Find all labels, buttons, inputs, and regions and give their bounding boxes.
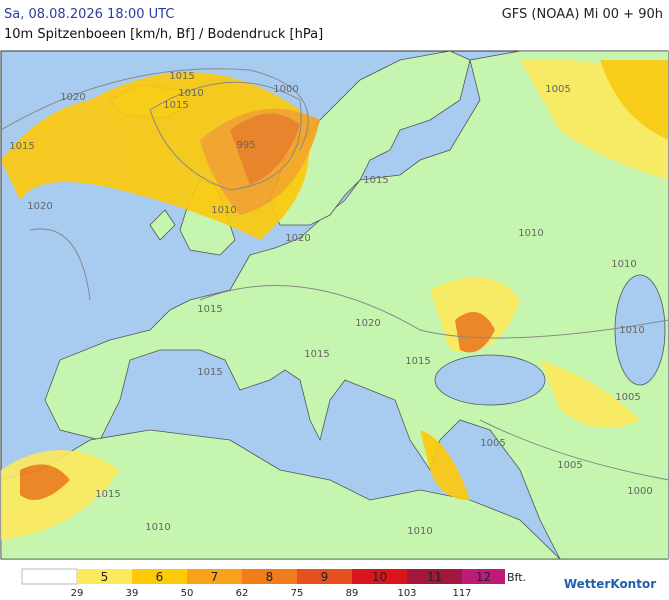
legend-swatch <box>77 569 132 584</box>
isobar-label: 1015 <box>169 71 194 82</box>
legend-swatch <box>297 569 352 584</box>
legend-threshold: 62 <box>236 588 249 599</box>
isobar-label: 1015 <box>304 349 329 360</box>
legend-class: 11 <box>427 570 442 584</box>
isobar-label: 1020 <box>27 201 52 212</box>
isobar-label: 1020 <box>285 233 310 244</box>
isobar-label: 995 <box>236 140 255 151</box>
legend-class: 10 <box>372 570 387 584</box>
isobar-label: 1015 <box>95 489 120 500</box>
isobar-label: 1015 <box>163 100 188 111</box>
legend-swatch <box>462 569 505 584</box>
isobar-label: 1010 <box>211 205 236 216</box>
datetime: Sa, 08.08.2026 18:00 UTC <box>4 7 174 22</box>
legend-threshold: 75 <box>291 588 304 599</box>
legend-threshold: 39 <box>126 588 139 599</box>
legend-class: 9 <box>321 570 329 584</box>
isobar-label: 1015 <box>405 356 430 367</box>
isobar-label: 1000 <box>627 486 652 497</box>
north-africa <box>1 429 561 559</box>
legend-threshold: 117 <box>452 588 471 599</box>
legend-swatch <box>407 569 462 584</box>
legend-class: 5 <box>101 570 109 584</box>
isobar-label: 1015 <box>197 367 222 378</box>
legend-swatch <box>21 568 78 585</box>
legend-swatch <box>352 569 407 584</box>
isobar-label: 1010 <box>611 259 636 270</box>
isobar-label: 1010 <box>145 522 170 533</box>
isobar-label: 1005 <box>480 438 505 449</box>
legend-class: 6 <box>156 570 164 584</box>
isobar-label: 1020 <box>355 318 380 329</box>
isobar-label: 1000 <box>273 84 298 95</box>
legend-class: 8 <box>266 570 274 584</box>
legend-threshold: 50 <box>181 588 194 599</box>
isobar-label: 1005 <box>557 460 582 471</box>
isobar-label: 1010 <box>518 228 543 239</box>
isobar-label: 1015 <box>197 304 222 315</box>
subtitle: 10m Spitzenboeen [km/h, Bf] / Bodendruck… <box>4 27 323 42</box>
caspian-sea <box>614 274 666 386</box>
isobar-label: 1005 <box>545 84 570 95</box>
legend-swatch <box>242 569 297 584</box>
legend-swatch <box>187 569 242 584</box>
wind-shading <box>1 59 668 540</box>
legend-threshold: 103 <box>397 588 416 599</box>
legend-class: 12 <box>476 570 491 584</box>
legend-threshold: 89 <box>346 588 359 599</box>
legend-unit: Bft. <box>507 571 526 584</box>
isobar-label: 1010 <box>407 526 432 537</box>
model-run: GFS (NOAA) Mi 00 + 90h <box>502 7 663 22</box>
brand: WetterKontor <box>564 577 656 591</box>
legend-swatch <box>132 569 187 584</box>
black-sea <box>434 354 546 406</box>
isobar-label: 1010 <box>178 88 203 99</box>
legend-class: 7 <box>211 570 219 584</box>
isobars <box>1 68 668 481</box>
land <box>44 51 668 559</box>
isobar-label: 1020 <box>60 92 85 103</box>
isobar-label: 1015 <box>9 141 34 152</box>
isobar-label: 1015 <box>363 175 388 186</box>
isobar-label: 1005 <box>615 392 640 403</box>
legend-threshold: 29 <box>71 588 84 599</box>
isobar-label: 1010 <box>619 325 644 336</box>
